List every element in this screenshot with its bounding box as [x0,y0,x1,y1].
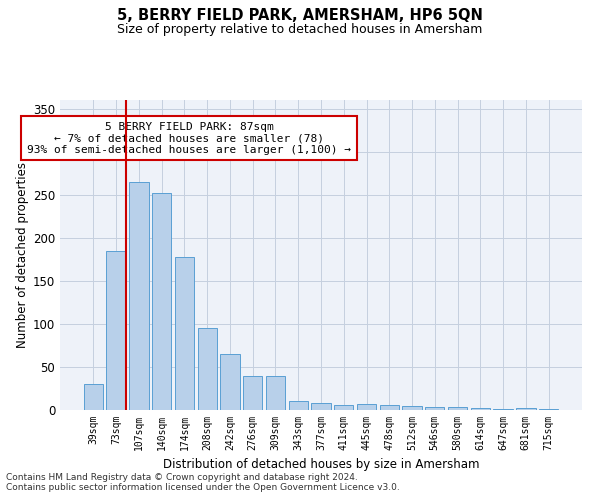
Bar [380,405,399,410]
Bar [84,384,103,410]
Bar [470,408,490,410]
Bar [152,193,172,410]
Bar [539,409,558,410]
Text: Contains public sector information licensed under the Open Government Licence v3: Contains public sector information licen… [6,482,400,492]
Bar [289,400,308,410]
Bar [266,376,285,410]
Text: Contains HM Land Registry data © Crown copyright and database right 2024.: Contains HM Land Registry data © Crown c… [6,472,358,482]
Bar [220,354,239,410]
Bar [197,328,217,410]
Bar [403,406,422,410]
Bar [175,256,194,410]
Bar [448,408,467,410]
Bar [106,250,126,410]
Bar [243,376,262,410]
Text: 5 BERRY FIELD PARK: 87sqm
← 7% of detached houses are smaller (78)
93% of semi-d: 5 BERRY FIELD PARK: 87sqm ← 7% of detach… [27,122,351,154]
Text: Size of property relative to detached houses in Amersham: Size of property relative to detached ho… [118,22,482,36]
Bar [129,182,149,410]
Y-axis label: Number of detached properties: Number of detached properties [16,162,29,348]
Bar [425,408,445,410]
X-axis label: Distribution of detached houses by size in Amersham: Distribution of detached houses by size … [163,458,479,471]
Bar [516,408,536,410]
Bar [334,405,353,410]
Bar [357,404,376,410]
Text: 5, BERRY FIELD PARK, AMERSHAM, HP6 5QN: 5, BERRY FIELD PARK, AMERSHAM, HP6 5QN [117,8,483,22]
Bar [493,409,513,410]
Bar [311,403,331,410]
